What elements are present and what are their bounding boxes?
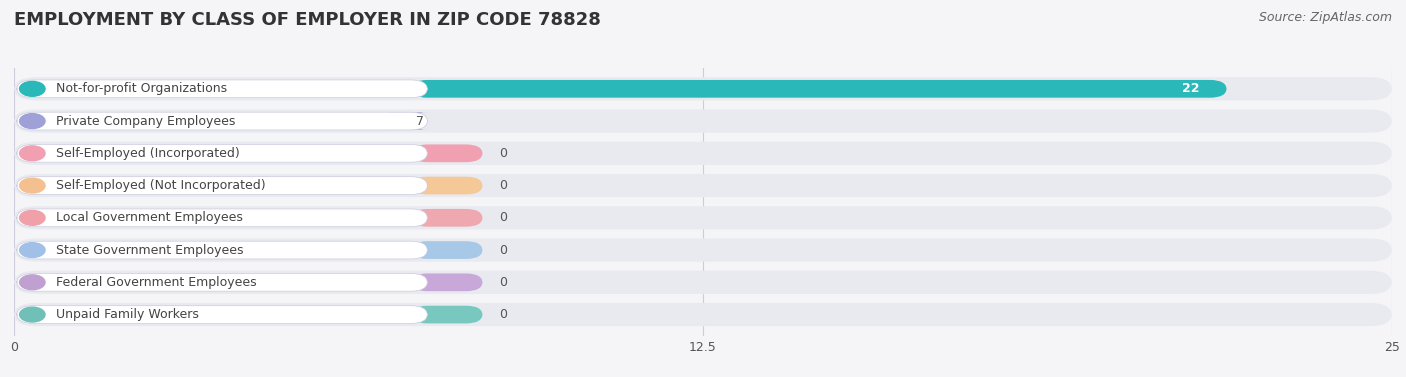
Text: Source: ZipAtlas.com: Source: ZipAtlas.com — [1258, 11, 1392, 24]
Circle shape — [20, 81, 45, 96]
Text: State Government Employees: State Government Employees — [56, 244, 243, 257]
Text: 0: 0 — [499, 211, 508, 224]
FancyBboxPatch shape — [14, 206, 1392, 230]
Text: Not-for-profit Organizations: Not-for-profit Organizations — [56, 82, 228, 95]
FancyBboxPatch shape — [411, 306, 482, 323]
Text: Federal Government Employees: Federal Government Employees — [56, 276, 257, 289]
FancyBboxPatch shape — [17, 80, 427, 98]
FancyBboxPatch shape — [14, 174, 1392, 197]
FancyBboxPatch shape — [17, 144, 427, 162]
FancyBboxPatch shape — [17, 177, 427, 195]
FancyBboxPatch shape — [14, 303, 1392, 326]
FancyBboxPatch shape — [17, 209, 427, 227]
Circle shape — [20, 275, 45, 290]
Circle shape — [20, 210, 45, 225]
FancyBboxPatch shape — [14, 271, 1392, 294]
Text: Private Company Employees: Private Company Employees — [56, 115, 235, 127]
Circle shape — [20, 243, 45, 257]
Text: 0: 0 — [499, 308, 508, 321]
FancyBboxPatch shape — [14, 77, 1392, 100]
FancyBboxPatch shape — [14, 239, 1392, 262]
Circle shape — [20, 113, 45, 129]
Text: Self-Employed (Incorporated): Self-Employed (Incorporated) — [56, 147, 240, 160]
Text: 0: 0 — [499, 147, 508, 160]
FancyBboxPatch shape — [384, 112, 427, 130]
Text: 0: 0 — [499, 179, 508, 192]
FancyBboxPatch shape — [411, 241, 482, 259]
FancyBboxPatch shape — [17, 241, 427, 259]
FancyBboxPatch shape — [411, 177, 482, 195]
FancyBboxPatch shape — [17, 112, 427, 130]
Text: Local Government Employees: Local Government Employees — [56, 211, 243, 224]
Text: EMPLOYMENT BY CLASS OF EMPLOYER IN ZIP CODE 78828: EMPLOYMENT BY CLASS OF EMPLOYER IN ZIP C… — [14, 11, 600, 29]
Circle shape — [20, 307, 45, 322]
FancyBboxPatch shape — [14, 142, 1392, 165]
FancyBboxPatch shape — [17, 306, 427, 323]
Text: 7: 7 — [416, 115, 425, 127]
Text: 22: 22 — [1181, 82, 1199, 95]
FancyBboxPatch shape — [411, 209, 482, 227]
Circle shape — [20, 146, 45, 161]
Circle shape — [20, 178, 45, 193]
FancyBboxPatch shape — [411, 80, 1226, 98]
Text: Self-Employed (Not Incorporated): Self-Employed (Not Incorporated) — [56, 179, 266, 192]
FancyBboxPatch shape — [411, 273, 482, 291]
Text: 0: 0 — [499, 244, 508, 257]
FancyBboxPatch shape — [411, 144, 482, 162]
Text: Unpaid Family Workers: Unpaid Family Workers — [56, 308, 198, 321]
FancyBboxPatch shape — [17, 273, 427, 291]
FancyBboxPatch shape — [14, 109, 1392, 133]
Text: 0: 0 — [499, 276, 508, 289]
